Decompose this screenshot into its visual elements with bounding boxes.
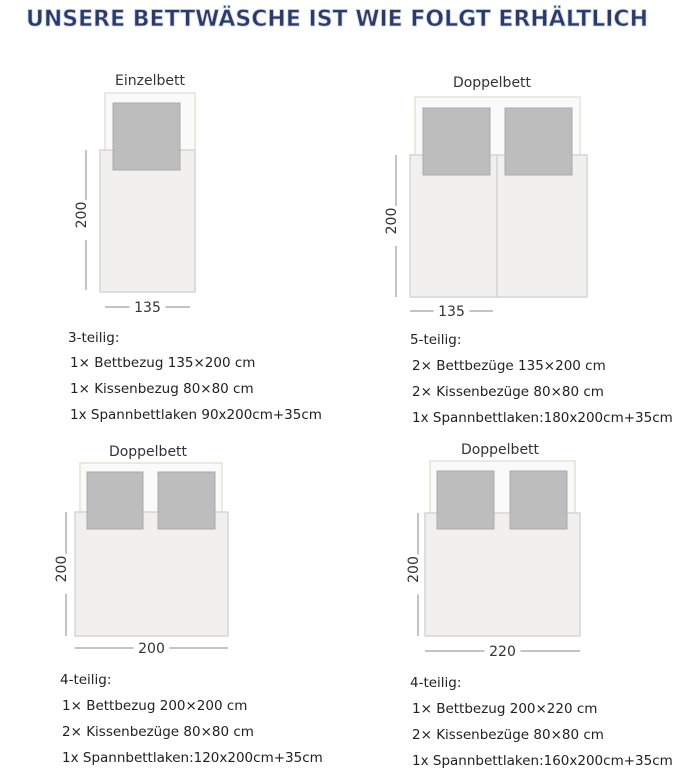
duvet xyxy=(496,154,588,298)
pillow xyxy=(509,470,568,530)
height-label: 200 xyxy=(384,208,400,235)
set-label: 4-teilig: xyxy=(60,672,111,688)
set-label: 5-teilig: xyxy=(410,332,461,348)
duvet xyxy=(74,511,229,637)
title: UNSERE BETTWÄSCHE IST WIE FOLGT ERHÄLTLI… xyxy=(26,6,648,32)
pillow xyxy=(86,471,144,530)
bed-label: Doppelbett xyxy=(453,75,532,91)
item: 2× Kissenbezüge 80×80 cm xyxy=(62,724,254,740)
bed-label: Einzelbett xyxy=(115,73,185,89)
item: 1x Spannbettlaken:180x200cm+35cm xyxy=(412,410,673,426)
height-label: 200 xyxy=(406,556,422,583)
item: 1x Spannbettlaken:160x200cm+35cm xyxy=(412,753,673,768)
pillow xyxy=(157,471,216,530)
item: 2× Kissenbezüge 80×80 cm xyxy=(412,384,604,400)
pillow xyxy=(422,107,491,176)
bed-label: Doppelbett xyxy=(461,442,540,458)
duvet xyxy=(424,512,581,637)
height-label: 200 xyxy=(74,202,90,229)
duvet xyxy=(99,149,196,293)
item: 1x Spannbettlaken 90x200cm+35cm xyxy=(70,407,322,423)
item: 2× Kissenbezüge 80×80 cm xyxy=(412,727,604,743)
width-label: 220 xyxy=(489,644,516,660)
pillow xyxy=(436,470,495,530)
item: 1× Bettbezug 200×200 cm xyxy=(62,698,247,714)
height-label: 200 xyxy=(54,556,70,583)
item: 1× Bettbezug 200×220 cm xyxy=(412,701,597,717)
item: 1× Kissenbezug 80×80 cm xyxy=(70,381,254,397)
width-label: 135 xyxy=(134,300,161,316)
set-label: 3-teilig: xyxy=(68,330,119,346)
item: 1× Bettbezug 135×200 cm xyxy=(70,355,255,371)
width-label: 200 xyxy=(138,641,165,657)
pillow xyxy=(504,107,573,176)
duvet xyxy=(409,154,498,298)
item: 1x Spannbettlaken:120x200cm+35cm xyxy=(62,750,323,766)
pillow xyxy=(112,102,181,171)
item: 2× Bettbezüge 135×200 cm xyxy=(412,358,606,374)
width-label: 135 xyxy=(438,304,465,320)
set-label: 4-teilig: xyxy=(410,675,461,691)
bed-label: Doppelbett xyxy=(109,444,188,460)
